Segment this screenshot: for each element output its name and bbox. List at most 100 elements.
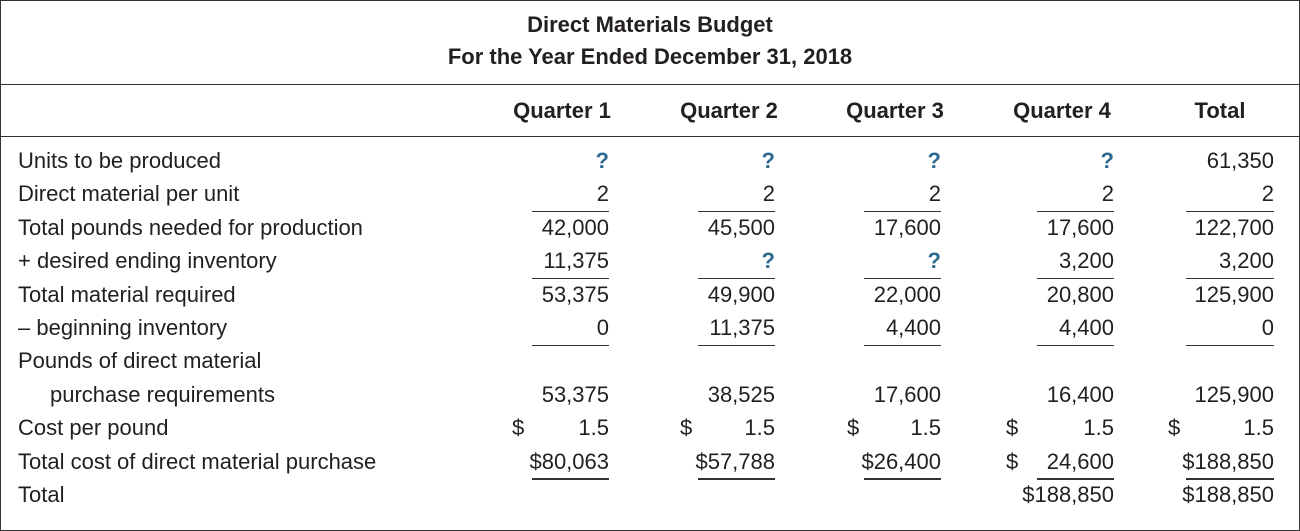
cell-total: 3,200 xyxy=(1168,248,1274,280)
cell-total: 125,900 xyxy=(1168,282,1274,310)
table-row: Units to be produced???? 61,350 xyxy=(0,145,1300,178)
cell-value: 122,700 xyxy=(1194,214,1274,240)
unknown-value-marker: ? xyxy=(927,248,941,274)
cell-quarter-3: 4,400 xyxy=(847,315,941,346)
cell-quarter-1: ? xyxy=(512,148,609,176)
cell-value: 0 xyxy=(596,315,609,340)
cell-value: 53,375 xyxy=(541,281,609,307)
cell-quarter-3: $26,400 xyxy=(847,448,941,480)
currency-symbol: $ xyxy=(1006,415,1019,441)
cell-quarter-2: $1.5 xyxy=(680,415,775,443)
cell-quarter-3: ? xyxy=(847,248,941,280)
cell-value: $188,850 xyxy=(1022,482,1114,507)
cell-quarter-2: ? xyxy=(680,148,775,176)
cell-value: 16,400 xyxy=(1046,381,1114,407)
cell-value: 61,350 xyxy=(1206,148,1274,173)
unknown-value-marker: ? xyxy=(927,148,941,173)
cell-total: 125,900 xyxy=(1168,382,1274,410)
unknown-value-marker: ? xyxy=(595,148,609,173)
column-header-quarter-3: Quarter 3 xyxy=(846,98,944,123)
cell-quarter-4: 20,800 xyxy=(1006,282,1114,310)
cell-value: $80,063 xyxy=(529,448,609,474)
row-label: purchase requirements xyxy=(50,381,276,407)
cell-value: 17,600 xyxy=(1046,214,1114,240)
cell-quarter-4: 17,600 xyxy=(1006,215,1114,243)
row-label: Units to be produced xyxy=(18,148,222,173)
cell-quarter-3: 2 xyxy=(847,181,941,213)
cell-quarter-1: 53,375 xyxy=(512,282,609,310)
cell-value: $188,850 xyxy=(1182,482,1274,507)
cell-value: 2 xyxy=(928,181,941,207)
cell-quarter-1: $80,063 xyxy=(512,448,609,480)
cell-value: 1.5 xyxy=(578,415,609,441)
table-row: Total material required 53,375 49,900 22,00… xyxy=(0,279,1300,312)
cell-value: 22,000 xyxy=(873,281,941,307)
cell-quarter-2: ? xyxy=(680,248,775,280)
cell-total: $188,850 xyxy=(1168,448,1274,480)
cell-total: 122,700 xyxy=(1168,215,1274,243)
cell-quarter-1: 53,375 xyxy=(512,382,609,410)
cell-quarter-3: ? xyxy=(847,148,941,176)
cell-value: 1.5 xyxy=(910,415,941,441)
cell-quarter-3: 22,000 xyxy=(847,282,941,310)
cell-value: 45,500 xyxy=(707,214,775,240)
table-row: Cost per pound $1.5 $1.5 $1.5 $1.5 $1.5 xyxy=(0,412,1300,445)
cell-value: 3,200 xyxy=(1058,248,1114,274)
cell-value: 20,800 xyxy=(1046,281,1114,307)
table-row: Pounds of direct material xyxy=(0,345,1300,378)
title-area: Direct Materials Budget For the Year End… xyxy=(0,0,1300,85)
cell-quarter-2: 2 xyxy=(680,181,775,213)
cell-quarter-4: 3,200 xyxy=(1006,248,1114,280)
column-header-row: Quarter 1 Quarter 2 Quarter 3 Quarter 4 … xyxy=(0,85,1300,137)
table-row: – beginning inventory 0 11,375 4,400 4,400 0 xyxy=(0,312,1300,346)
cell-value: $188,850 xyxy=(1182,448,1274,474)
cell-quarter-1: $1.5 xyxy=(512,415,609,443)
table-row: Total $188,850 $188,850 xyxy=(0,479,1300,512)
table-row: Total cost of direct material purchase $8… xyxy=(0,446,1300,480)
cell-quarter-3: 17,600 xyxy=(847,215,941,243)
cell-quarter-4: 4,400 xyxy=(1006,315,1114,346)
cell-value: 11,375 xyxy=(709,315,775,340)
currency-symbol: $ xyxy=(512,415,525,441)
column-header-quarter-1: Quarter 1 xyxy=(513,98,611,123)
table-row: purchase requirements 53,375 38,525 17,600 1… xyxy=(0,379,1300,412)
cell-value: 125,900 xyxy=(1194,281,1274,307)
cell-value: 2 xyxy=(762,181,775,207)
cell-value: 11,375 xyxy=(543,248,609,274)
cell-quarter-4: $1.5 xyxy=(1006,415,1114,443)
cell-value: 3,200 xyxy=(1218,248,1274,274)
cell-value: 42,000 xyxy=(541,214,609,240)
cell-quarter-1: 11,375 xyxy=(512,248,609,280)
row-label: Total material required xyxy=(18,281,236,307)
budget-title: Direct Materials Budget xyxy=(527,12,773,37)
cell-quarter-4: 16,400 xyxy=(1006,382,1114,410)
cell-value: 4,400 xyxy=(1058,315,1114,340)
cell-value: 0 xyxy=(1261,315,1274,340)
cell-quarter-1: 0 xyxy=(512,315,609,346)
cell-value: 53,375 xyxy=(541,381,609,407)
cell-value: 4,400 xyxy=(885,315,941,340)
cell-quarter-4: ? xyxy=(1006,148,1114,176)
currency-symbol: $ xyxy=(847,415,860,441)
row-label: Total pounds needed for production xyxy=(18,214,363,240)
cell-value: $26,400 xyxy=(861,448,941,474)
cell-quarter-2: 49,900 xyxy=(680,282,775,310)
cell-value: 24,600 xyxy=(1046,448,1114,474)
cell-value: 49,900 xyxy=(707,281,775,307)
row-label: – beginning inventory xyxy=(18,315,228,340)
currency-symbol: $ xyxy=(1168,415,1181,441)
row-label: Direct material per unit xyxy=(18,181,240,207)
cell-quarter-2: 45,500 xyxy=(680,215,775,243)
cell-total: 61,350 xyxy=(1168,148,1274,176)
currency-symbol: $ xyxy=(680,415,693,441)
cell-value: 2 xyxy=(1101,181,1114,207)
cell-total: 2 xyxy=(1168,181,1274,213)
cell-total: 0 xyxy=(1168,315,1274,346)
cell-quarter-4: 2 xyxy=(1006,181,1114,213)
cell-value: 1.5 xyxy=(1243,415,1274,441)
cell-quarter-2: $57,788 xyxy=(680,448,775,480)
cell-value: $57,788 xyxy=(695,448,775,474)
column-header-quarter-2: Quarter 2 xyxy=(680,98,778,123)
cell-quarter-1: 2 xyxy=(512,181,609,213)
cell-quarter-2: 38,525 xyxy=(680,382,775,410)
